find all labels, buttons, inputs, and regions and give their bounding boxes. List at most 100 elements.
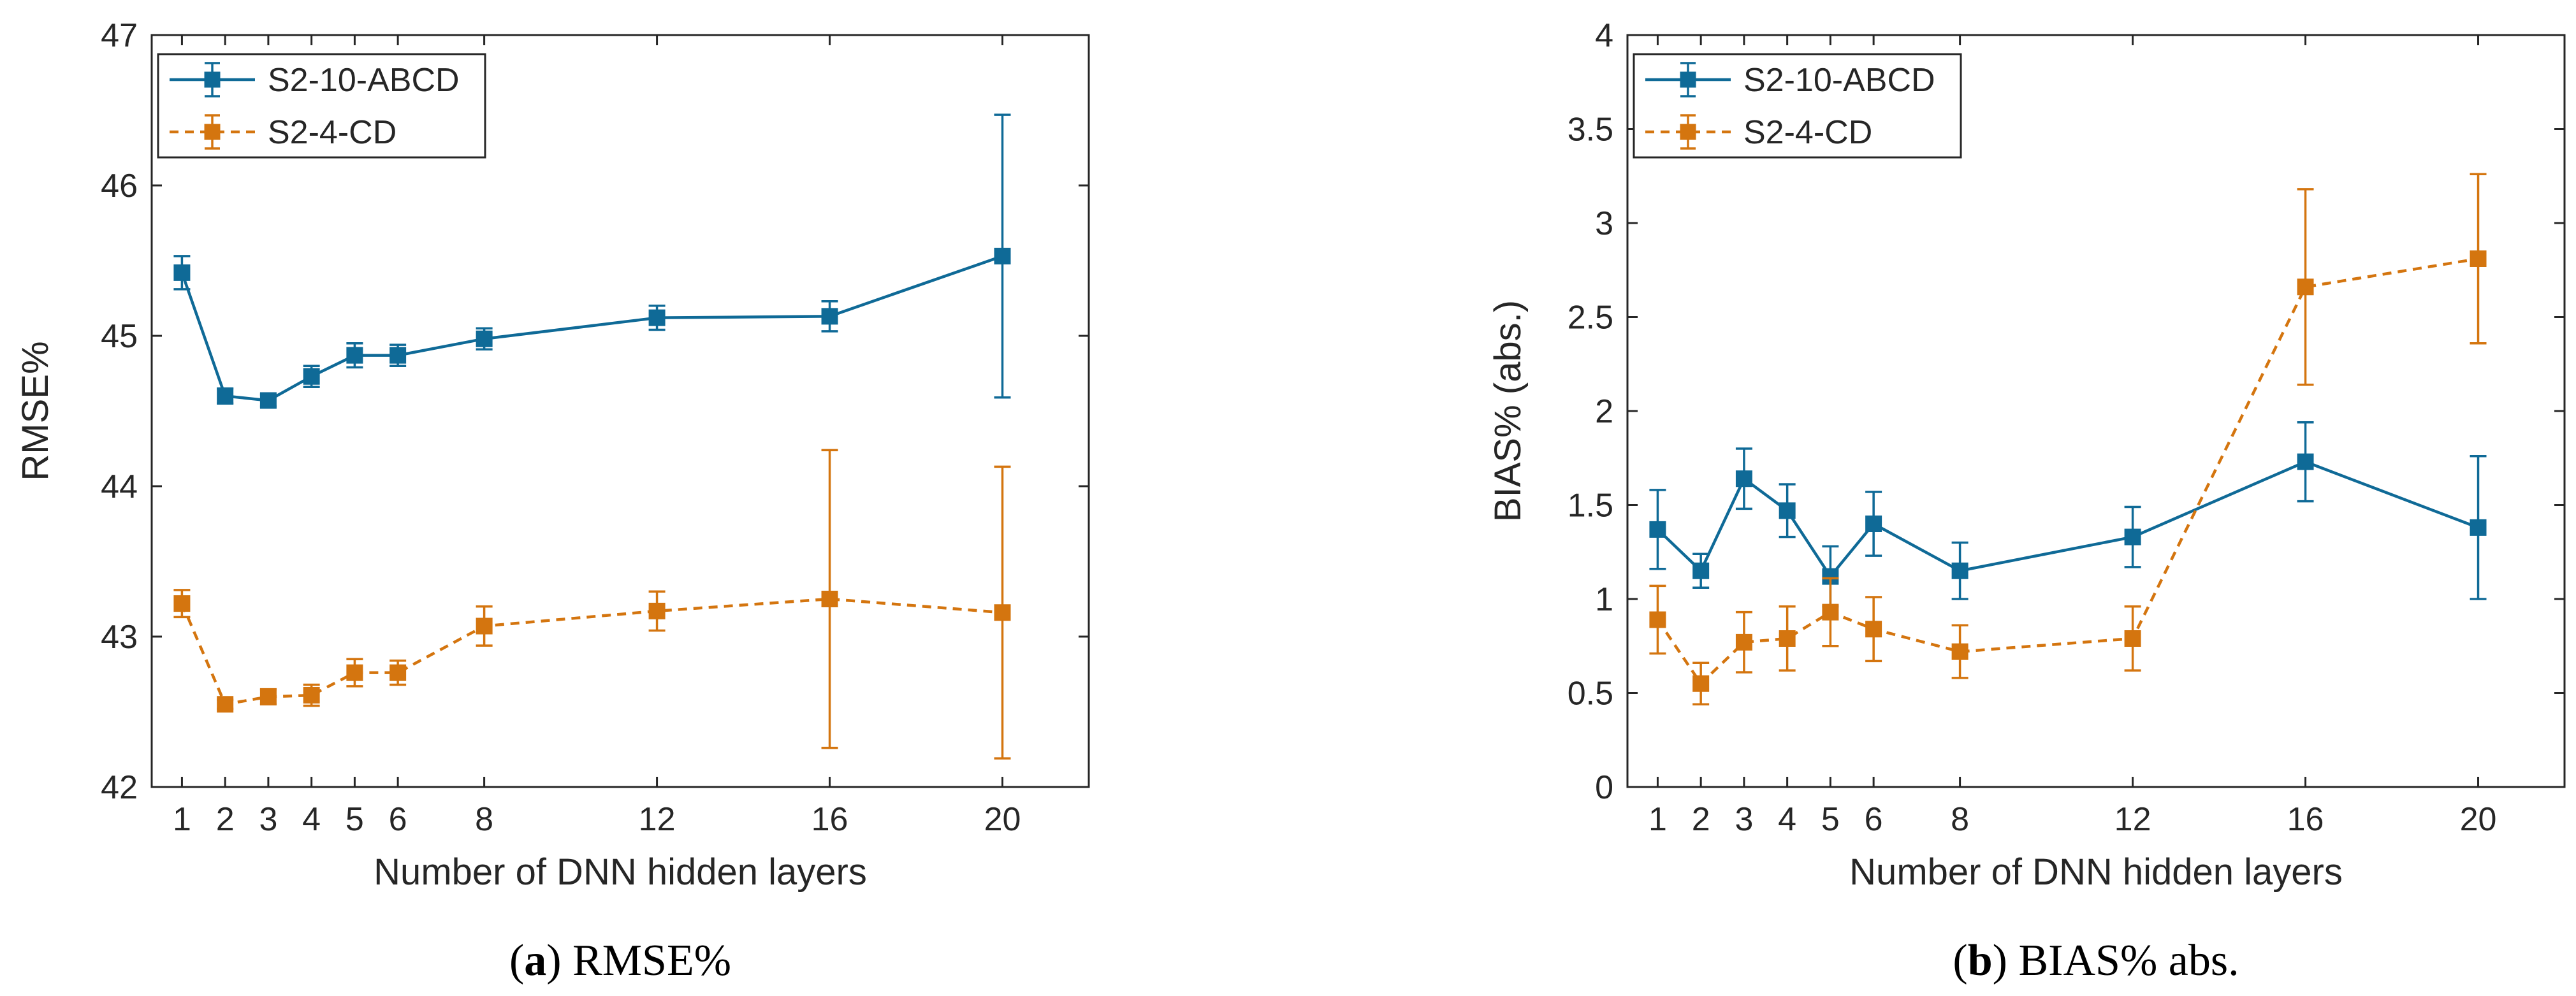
series-line-s2-10-abcd <box>1656 460 2479 578</box>
data-point-s2-4-cd <box>173 595 191 612</box>
y-tick-label: 44 <box>101 468 138 505</box>
y-axis-label: BIAS% (abs.) <box>1487 300 1529 522</box>
y-axis-label: RMSE% <box>15 341 56 480</box>
x-tick-label: 16 <box>811 801 848 838</box>
x-tick-label: 5 <box>346 801 364 838</box>
legend-marker <box>204 124 221 140</box>
x-tick-label: 2 <box>216 801 235 838</box>
x-tick-label: 5 <box>1821 801 1840 838</box>
x-tick-label: 12 <box>639 801 676 838</box>
legend-marker <box>204 71 221 88</box>
data-point-s2-4-cd <box>2297 278 2314 296</box>
caption-letter: b <box>1968 936 1993 985</box>
data-point-s2-4-cd <box>1735 633 1752 651</box>
x-tick-label: 16 <box>2287 801 2324 838</box>
data-point-s2-10-abcd <box>346 347 363 364</box>
y-axis-ticks: 0 0.5 1 1.5 2 2.5 3 3.5 4 <box>1568 17 2565 806</box>
data-point-s2-10-abcd <box>994 247 1011 264</box>
data-point-s2-4-cd <box>389 664 407 681</box>
data-point-s2-10-abcd <box>648 309 666 326</box>
plot-area-frame <box>150 34 1090 788</box>
y-tick-label: 3.5 <box>1568 112 1613 148</box>
data-point-s2-4-cd <box>346 664 363 681</box>
data-point-s2-10-abcd <box>303 368 320 385</box>
x-tick-label: 1 <box>1648 801 1667 838</box>
x-axis-label: Number of DNN hidden layers <box>1849 851 2343 893</box>
data-point-s2-4-cd <box>1951 643 1968 660</box>
data-point-s2-10-abcd <box>2470 519 2487 536</box>
y-tick-label: 47 <box>101 17 138 54</box>
data-point-s2-10-abcd <box>1649 521 1666 538</box>
series-line-s2-4-cd <box>180 597 1003 706</box>
data-point-s2-10-abcd <box>389 347 407 364</box>
x-tick-label: 4 <box>1778 801 1796 838</box>
legend-entry: S2-10-ABCD <box>170 62 460 99</box>
y-tick-label: 1 <box>1595 581 1613 618</box>
x-axis-ticks: 1 2 3 4 5 6 8 12 16 20 <box>173 35 1021 838</box>
series-layer <box>173 113 1011 760</box>
y-tick-label: 1.5 <box>1568 487 1613 524</box>
x-tick-label: 6 <box>1865 801 1883 838</box>
x-tick-label: 3 <box>1735 801 1753 838</box>
legend: S2-10-ABCD S2-4-CD <box>1633 53 1962 159</box>
legend-marker <box>1680 124 1696 140</box>
caption-letter: a <box>524 936 546 985</box>
data-point-s2-4-cd <box>1779 630 1796 647</box>
x-tick-label: 3 <box>259 801 277 838</box>
data-point-s2-4-cd <box>1649 611 1666 628</box>
x-tick-label: 8 <box>1951 801 1969 838</box>
legend-label: S2-10-ABCD <box>1743 62 1935 99</box>
y-tick-label: 3 <box>1595 205 1613 242</box>
data-point-s2-10-abcd <box>821 308 838 325</box>
data-point-s2-4-cd <box>1692 675 1710 692</box>
data-point-s2-4-cd <box>994 604 1011 621</box>
data-point-s2-10-abcd <box>1779 502 1796 519</box>
series-line-s2-4-cd <box>1656 257 2478 685</box>
data-point-s2-4-cd <box>259 688 277 705</box>
y-tick-label: 4 <box>1595 17 1613 54</box>
data-point-s2-10-abcd <box>1951 562 1968 579</box>
legend-label: S2-10-ABCD <box>268 62 460 99</box>
x-tick-label: 20 <box>984 801 1021 838</box>
data-point-s2-4-cd <box>2470 250 2487 268</box>
legend-label: S2-4-CD <box>268 114 397 151</box>
data-point-s2-4-cd <box>217 696 234 713</box>
x-tick-label: 12 <box>2114 801 2151 838</box>
caption-text: BIAS% abs. <box>2018 936 2239 985</box>
x-axis-label: Number of DNN hidden layers <box>374 851 867 893</box>
y-tick-label: 42 <box>101 769 138 806</box>
x-tick-label: 1 <box>173 801 191 838</box>
data-point-s2-4-cd <box>1822 603 1839 621</box>
series-line-s2-10-abcd <box>180 254 1003 402</box>
x-tick-label: 4 <box>302 801 321 838</box>
data-point-s2-10-abcd <box>2124 528 2141 545</box>
caption-a: (a) RMSE% <box>509 936 731 985</box>
data-point-s2-10-abcd <box>1865 516 1882 532</box>
legend-marker <box>1680 71 1696 88</box>
data-point-s2-4-cd <box>303 687 320 704</box>
legend-entry: S2-4-CD <box>1645 114 1872 151</box>
data-point-s2-10-abcd <box>173 264 191 281</box>
x-tick-label: 6 <box>389 801 407 838</box>
x-tick-label: 20 <box>2460 801 2497 838</box>
legend-label: S2-4-CD <box>1743 114 1872 151</box>
data-point-s2-10-abcd <box>1735 470 1752 487</box>
y-tick-label: 0.5 <box>1568 675 1613 712</box>
y-tick-label: 45 <box>101 318 138 355</box>
legend-entry: S2-10-ABCD <box>1645 62 1935 99</box>
x-tick-label: 2 <box>1692 801 1710 838</box>
x-tick-label: 8 <box>475 801 493 838</box>
y-tick-label: 2 <box>1595 393 1613 430</box>
x-axis-ticks: 1 2 3 4 5 6 8 12 16 20 <box>1648 35 2496 838</box>
data-point-s2-4-cd <box>1865 621 1882 638</box>
y-tick-label: 2.5 <box>1568 300 1613 336</box>
data-point-s2-4-cd <box>476 617 493 635</box>
y-tick-label: 43 <box>101 619 138 656</box>
y-tick-label: 46 <box>101 168 138 205</box>
data-point-s2-10-abcd <box>476 330 493 347</box>
chart-panel-bias: 00.511.522.533.54 1 2 3 4 5 6 8 12 16 20 Number o… <box>1487 17 2566 985</box>
legend: S2-10-ABCD S2-4-CD <box>157 53 486 159</box>
plot-area-frame <box>1626 34 2566 788</box>
data-point-s2-4-cd <box>648 602 666 619</box>
